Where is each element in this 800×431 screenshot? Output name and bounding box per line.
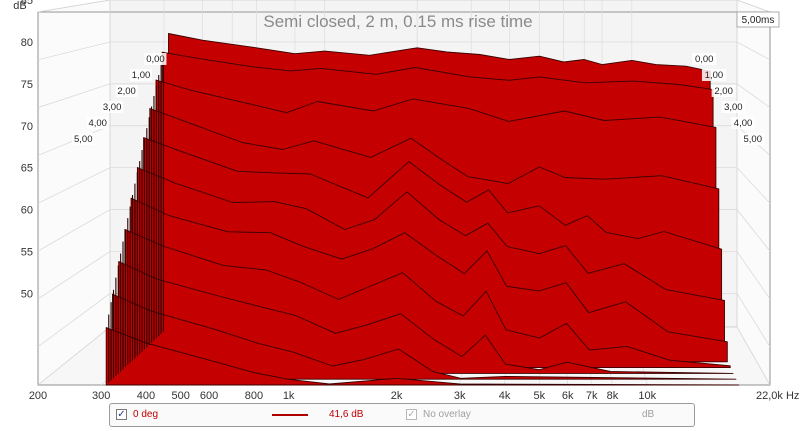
waterfall-slice bbox=[112, 293, 737, 380]
overlay-checkbox[interactable]: ✓ bbox=[406, 409, 417, 420]
x-tick-label: 10k bbox=[638, 390, 656, 402]
x-tick-label: 22,0k Hz bbox=[756, 390, 799, 402]
chart-title: Semi closed, 2 m, 0.15 ms rise time bbox=[263, 12, 532, 31]
x-tick-label: 2k bbox=[391, 390, 403, 402]
x-tick-label: 5k bbox=[533, 390, 545, 402]
time-label-right: 1,00 bbox=[705, 70, 724, 81]
x-tick-label: 3k bbox=[454, 390, 466, 402]
time-label-right: 3,00 bbox=[724, 102, 743, 113]
series-checkbox[interactable]: ✓ bbox=[116, 409, 127, 420]
waterfall-slice bbox=[118, 261, 734, 374]
time-axis-labels: 0,00 0,00 1,00 1,00 2,00 2,00 3,00 3,00 4,00 4,00… bbox=[72, 53, 765, 145]
y-axis-ticks: 50 55 60 65 70 75 80 85 bbox=[21, 0, 33, 300]
time-label-left: 3,00 bbox=[103, 102, 122, 113]
time-label-right: 2,00 bbox=[714, 86, 733, 97]
overlay-label: No overlay bbox=[423, 409, 471, 420]
waterfall-slices bbox=[105, 33, 740, 386]
legend-bar: ✓ 0 deg 41,6 dB ✓ No overlay dB bbox=[109, 403, 695, 427]
time-label-left: 5,00 bbox=[74, 134, 93, 145]
y-tick-label: 65 bbox=[21, 163, 33, 175]
series-value: 41,6 dB bbox=[329, 409, 364, 420]
right-wall bbox=[736, 0, 771, 387]
time-label-left: 1,00 bbox=[132, 70, 151, 81]
x-tick-label: 400 bbox=[137, 390, 155, 402]
x-tick-label: 300 bbox=[92, 390, 110, 402]
y-tick-label: 75 bbox=[21, 79, 33, 91]
y-tick-label: 70 bbox=[21, 121, 33, 133]
x-tick-label: 4k bbox=[499, 390, 511, 402]
time-label-right: 4,00 bbox=[734, 118, 753, 129]
y-tick-label: 60 bbox=[21, 205, 33, 217]
x-tick-label: 500 bbox=[172, 390, 190, 402]
time-label-left: 2,00 bbox=[117, 86, 136, 97]
time-axis-max-box: 5,00ms bbox=[736, 11, 780, 28]
x-tick-label: 200 bbox=[29, 390, 47, 402]
series-name: 0 deg bbox=[133, 409, 159, 420]
x-tick-label: 1k bbox=[283, 390, 295, 402]
overlay-unit: dB bbox=[642, 409, 655, 420]
time-label-left: 0,00 bbox=[146, 54, 165, 65]
y-tick-label: 85 bbox=[21, 0, 33, 7]
x-axis-ticks: 200 300 400 500 600 800 1k 2k 3k 4k 5k 6k 7k 8k 10k 22,… bbox=[29, 390, 800, 402]
y-tick-label: 80 bbox=[21, 37, 33, 49]
y-tick-label: 55 bbox=[21, 247, 33, 259]
x-tick-label: 800 bbox=[245, 390, 263, 402]
y-axis-label: dB bbox=[13, 0, 26, 12]
x-tick-label: 6k bbox=[562, 390, 574, 402]
left-wall bbox=[37, 0, 111, 386]
time-label-right: 5,00 bbox=[743, 134, 762, 145]
x-tick-label: 8k bbox=[607, 390, 619, 402]
time-label-right: 0,00 bbox=[695, 54, 714, 65]
series-color-swatch bbox=[272, 414, 308, 416]
x-tick-label: 600 bbox=[200, 390, 218, 402]
x-tick-label: 7k bbox=[586, 390, 598, 402]
y-tick-label: 50 bbox=[21, 288, 33, 300]
time-label-left: 4,00 bbox=[88, 118, 107, 129]
low-freq-stripes bbox=[108, 54, 165, 383]
time-axis-max-label: 5,00ms bbox=[742, 15, 775, 26]
